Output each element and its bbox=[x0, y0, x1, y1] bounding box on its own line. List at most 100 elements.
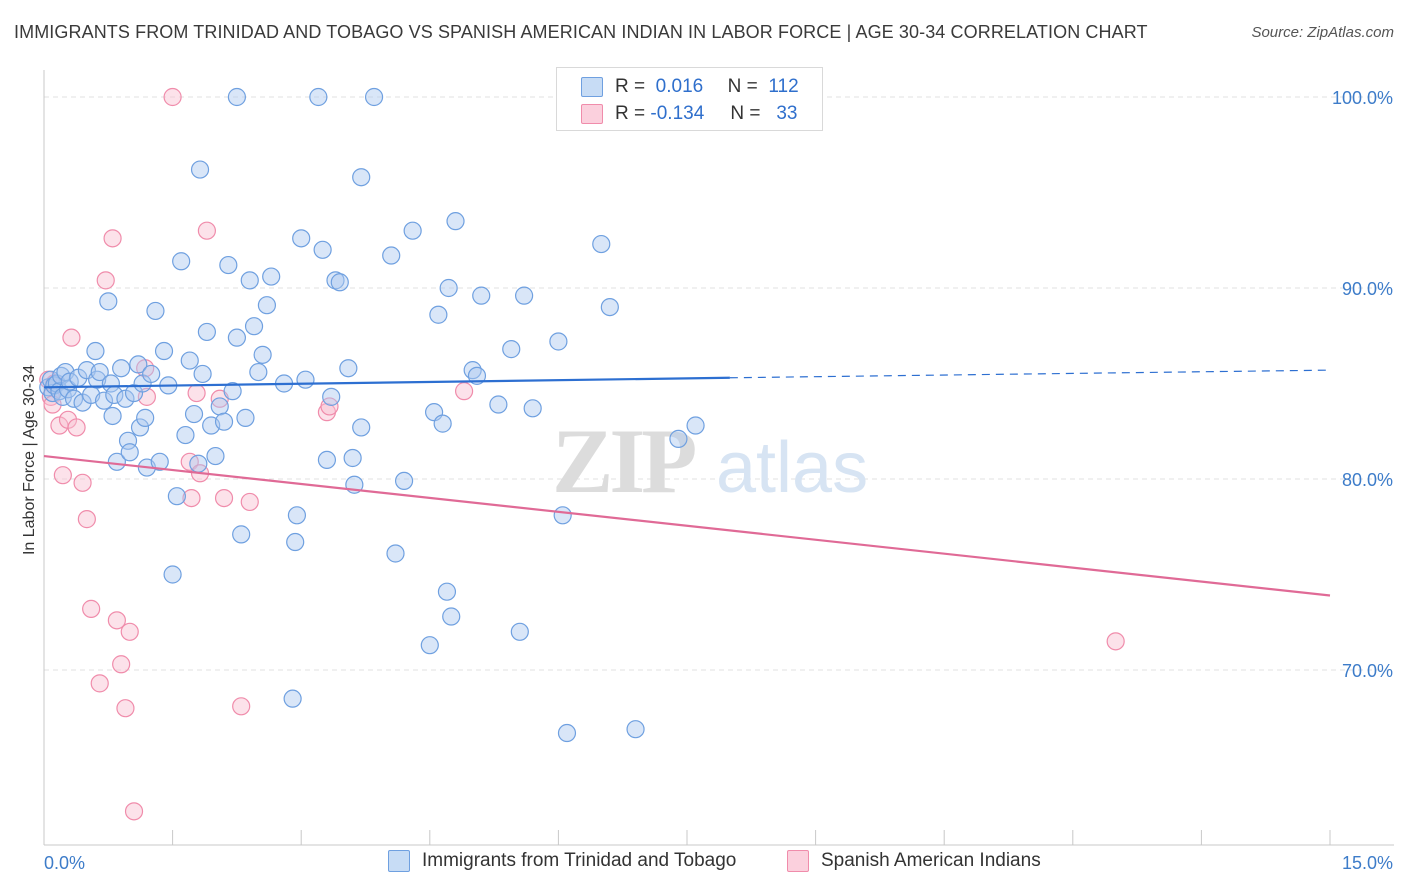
point-s1-21 bbox=[101, 374, 120, 393]
point-s1-58 bbox=[236, 408, 255, 427]
point-s1-73 bbox=[322, 387, 341, 406]
y-tick-label-1: 90.0% bbox=[1342, 279, 1393, 299]
x-tick-label-1: 15.0% bbox=[1342, 853, 1393, 873]
point-s1-103 bbox=[557, 723, 577, 743]
point-s1-97 bbox=[502, 340, 521, 359]
point-s1-94 bbox=[467, 366, 487, 385]
point-s1-90 bbox=[439, 278, 458, 298]
point-s1-62 bbox=[253, 345, 272, 364]
point-s1-75 bbox=[330, 273, 349, 292]
point-s1-83 bbox=[394, 471, 414, 491]
point-s2-19 bbox=[124, 802, 144, 821]
point-s2-17 bbox=[116, 699, 135, 718]
point-s1-106 bbox=[626, 720, 645, 739]
point-s2-9 bbox=[73, 473, 92, 492]
point-s1-2 bbox=[43, 383, 62, 403]
legend-swatch-series2 bbox=[787, 850, 809, 872]
point-s1-56 bbox=[227, 328, 246, 347]
point-s1-27 bbox=[118, 431, 138, 450]
source-credit: Source: ZipAtlas.com bbox=[1251, 24, 1394, 41]
point-s2-25 bbox=[187, 383, 206, 403]
point-s1-92 bbox=[446, 212, 465, 231]
y-tick-label-2: 80.0% bbox=[1342, 470, 1393, 490]
point-s1-69 bbox=[292, 229, 311, 248]
legend-swatch-series1 bbox=[388, 850, 410, 872]
point-s1-41 bbox=[167, 487, 186, 506]
point-s2-30 bbox=[232, 697, 251, 716]
trend-line-series1 bbox=[43, 376, 730, 389]
point-s2-10 bbox=[77, 510, 96, 529]
point-s1-37 bbox=[150, 452, 169, 471]
point-s1-24 bbox=[107, 452, 126, 471]
point-s1-84 bbox=[403, 221, 422, 240]
point-s1-45 bbox=[184, 404, 204, 424]
point-s1-16 bbox=[86, 341, 105, 361]
point-s1-43 bbox=[176, 425, 195, 445]
point-s1-55 bbox=[223, 382, 242, 401]
point-s1-19 bbox=[94, 391, 114, 410]
y-tick-label-3: 70.0% bbox=[1342, 661, 1393, 681]
point-s2-31 bbox=[240, 492, 259, 512]
point-s2-7 bbox=[62, 328, 81, 347]
point-s1-105 bbox=[600, 298, 619, 317]
x-tick-label-0: 0.0% bbox=[44, 853, 85, 873]
point-s2-29 bbox=[214, 489, 234, 508]
point-s1-77 bbox=[343, 448, 362, 468]
point-s1-81 bbox=[382, 246, 401, 265]
point-s1-111 bbox=[364, 87, 384, 107]
point-s1-87 bbox=[429, 305, 448, 324]
point-s1-40 bbox=[163, 565, 182, 584]
point-s1-63 bbox=[257, 296, 277, 315]
point-s1-109 bbox=[227, 87, 246, 107]
point-s1-44 bbox=[180, 351, 199, 370]
tick-labels: 100.0% 90.0% 80.0% 70.0% 0.0% 15.0% bbox=[44, 88, 1393, 873]
point-s2-5 bbox=[53, 466, 72, 485]
point-s1-49 bbox=[197, 322, 216, 342]
point-s2-13 bbox=[96, 271, 115, 290]
point-s1-51 bbox=[206, 446, 225, 466]
point-s1-89 bbox=[437, 582, 457, 601]
point-s1-48 bbox=[193, 364, 212, 384]
point-s1-67 bbox=[286, 532, 305, 552]
point-s1-100 bbox=[523, 399, 542, 418]
point-s1-42 bbox=[172, 252, 191, 271]
point-s1-96 bbox=[489, 395, 508, 414]
watermark: ZIP atlas bbox=[552, 410, 868, 512]
series2-swatch bbox=[581, 104, 603, 124]
point-s2-8 bbox=[67, 418, 86, 437]
point-s1-107 bbox=[669, 429, 688, 448]
point-s2-12 bbox=[90, 674, 109, 693]
point-s1-30 bbox=[129, 355, 148, 374]
point-s1-38 bbox=[154, 341, 174, 361]
point-s2-34 bbox=[454, 382, 474, 401]
y-tick-label-0: 100.0% bbox=[1332, 88, 1393, 108]
point-s1-88 bbox=[433, 414, 452, 433]
point-s1-28 bbox=[120, 443, 139, 462]
point-s1-53 bbox=[214, 412, 234, 431]
point-s1-68 bbox=[287, 506, 307, 525]
legend-label-series2: Spanish American Indians bbox=[821, 850, 1041, 871]
series1-n-label: N = bbox=[727, 76, 758, 97]
point-s1-85 bbox=[420, 636, 439, 655]
stats-legend-row-series1: R = 0.016 N = 112 bbox=[581, 74, 799, 100]
point-s1-57 bbox=[232, 525, 251, 544]
series1-r-label: R = bbox=[615, 76, 646, 97]
legend-label-series1: Immigrants from Trinidad and Tobago bbox=[422, 850, 737, 871]
series2-r-label: R = bbox=[615, 103, 646, 124]
point-s1-9 bbox=[58, 380, 78, 399]
stats-legend-row-series2: R = -0.134 N = 33 bbox=[581, 101, 797, 127]
point-s1-80 bbox=[352, 168, 371, 187]
point-s1-20 bbox=[99, 292, 118, 311]
trend-lines bbox=[43, 369, 1331, 597]
trend-line-series2 bbox=[43, 454, 1331, 597]
series1-swatch bbox=[581, 77, 603, 97]
point-s1-25 bbox=[112, 359, 131, 378]
watermark-atlas: atlas bbox=[716, 428, 868, 508]
point-s1-79 bbox=[352, 418, 371, 437]
point-s1-70 bbox=[296, 370, 315, 389]
point-s1-98 bbox=[510, 622, 529, 641]
point-s1-64 bbox=[262, 267, 281, 286]
point-s1-82 bbox=[386, 544, 405, 563]
series2-n-label: N = bbox=[730, 103, 761, 124]
